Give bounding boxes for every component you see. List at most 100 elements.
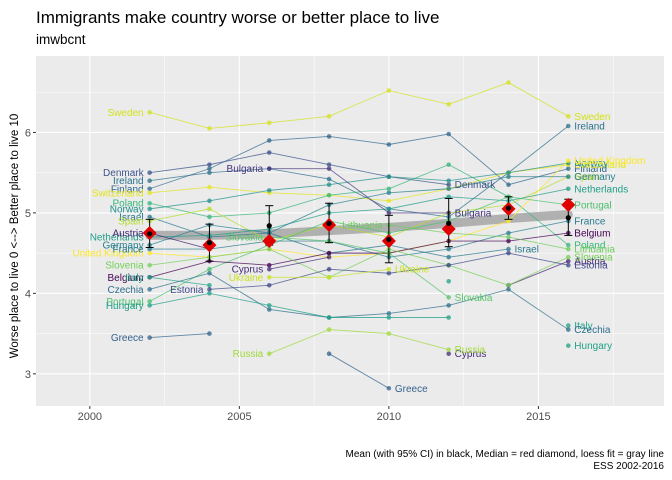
median-diamond: [441, 221, 456, 236]
loess-fit: [145, 210, 573, 240]
country-label: Austria: [113, 229, 145, 240]
country-label: Austria: [574, 257, 606, 268]
series-germany: [147, 174, 571, 248]
data-point: [566, 262, 571, 268]
country-label: Belgium: [107, 273, 143, 284]
series-line: [209, 252, 569, 290]
country-label: Israel: [514, 245, 538, 256]
series-belgium: [147, 230, 571, 280]
series-cyprus: [266, 254, 451, 357]
mean-point: [565, 215, 571, 221]
country-label: United Kingdom: [72, 249, 143, 260]
x-tick-label: 2010: [377, 411, 401, 423]
data-point: [446, 347, 451, 352]
series-line: [328, 353, 390, 389]
data-point: [326, 254, 332, 260]
country-label: Netherlands: [90, 233, 144, 244]
series-line: [149, 232, 210, 250]
series-line: [388, 224, 569, 250]
country-label: Germany: [103, 241, 144, 252]
series-line: [269, 256, 330, 270]
series-russia: [266, 327, 451, 357]
country-label: Portugal: [106, 297, 143, 308]
series-line: [149, 196, 569, 302]
country-label: Finland: [111, 184, 144, 195]
series-line: [149, 152, 449, 186]
country-label: Spain: [118, 216, 144, 227]
series-line: [149, 220, 569, 258]
country-label: Norway: [110, 204, 144, 215]
y-tick-label: 3: [25, 369, 31, 381]
country-label: Greece: [395, 384, 428, 395]
series-estonia: [207, 250, 571, 292]
data-point: [446, 278, 451, 284]
country-label: France: [574, 216, 606, 227]
country-label: Switzerland: [92, 188, 144, 199]
series-line: [269, 268, 389, 278]
data-point: [386, 266, 392, 272]
y-tick-label: 4: [25, 288, 31, 300]
chart-subtitle: imwbcnt: [36, 32, 86, 47]
country-label: Estonia: [574, 261, 608, 272]
y-tick-label: 6: [25, 127, 31, 139]
x-tick-label: 2000: [78, 411, 102, 423]
data-point: [446, 351, 451, 357]
country-label: Israel: [119, 212, 143, 223]
series-line: [149, 333, 210, 339]
series-line: [149, 248, 569, 286]
mean-point: [446, 220, 452, 226]
country-label: Czechia: [574, 325, 611, 336]
series-line: [149, 164, 569, 246]
country-label: Sweden: [107, 108, 143, 119]
data-point: [147, 287, 152, 292]
country-label: Denmark: [455, 180, 497, 191]
country-label: Norway: [574, 159, 608, 170]
x-tick-label: 2015: [526, 411, 550, 423]
country-label: Hungary: [106, 301, 144, 312]
country-label: Bulgaria: [227, 164, 264, 175]
series-sweden: [147, 80, 571, 131]
country-label: Portugal: [574, 200, 611, 211]
x-tick-label: 2005: [227, 411, 251, 423]
mean-point: [266, 223, 272, 229]
country-label: Ireland: [574, 122, 605, 133]
country-label: Denmark: [103, 168, 145, 179]
median-diamond: [262, 234, 277, 249]
country-label: Slovakia: [455, 293, 493, 304]
country-series: [147, 80, 571, 391]
mean-point: [386, 236, 392, 243]
mean-point: [505, 205, 512, 211]
series-line: [149, 292, 449, 318]
series-czechia: [147, 270, 571, 332]
country-label: France: [113, 245, 145, 256]
series-line: [269, 168, 449, 214]
chart-title: Immigrants make country worse or better …: [36, 8, 440, 27]
series-line: [149, 176, 569, 242]
country-label: Cyprus: [455, 349, 487, 360]
country-label: Belgium: [574, 229, 610, 240]
loess-line: [145, 210, 573, 240]
country-label: Poland: [574, 241, 605, 252]
country-label: Cyprus: [232, 265, 264, 276]
data-point: [446, 315, 451, 320]
country-label: Finland: [574, 164, 607, 175]
data-point: [147, 299, 152, 304]
series-line: [149, 125, 569, 218]
series-line: [508, 260, 569, 286]
series-hungary: [147, 291, 571, 348]
series-line: [149, 232, 569, 278]
series-line: [269, 329, 449, 355]
country-label: Lithuania: [342, 220, 383, 231]
country-label: Ukraine: [229, 273, 264, 284]
country-label: Slovenia: [574, 253, 613, 264]
data-point: [386, 385, 392, 391]
country-label: Greece: [111, 333, 144, 344]
data-point: [566, 323, 571, 328]
country-label: Sweden: [574, 112, 610, 123]
data-point: [266, 351, 272, 357]
series-norway: [147, 160, 571, 212]
country-label: Bulgaria: [455, 208, 492, 219]
country-label: Ireland: [113, 176, 144, 187]
country-label: Italy: [574, 321, 592, 332]
data-point: [207, 283, 212, 288]
